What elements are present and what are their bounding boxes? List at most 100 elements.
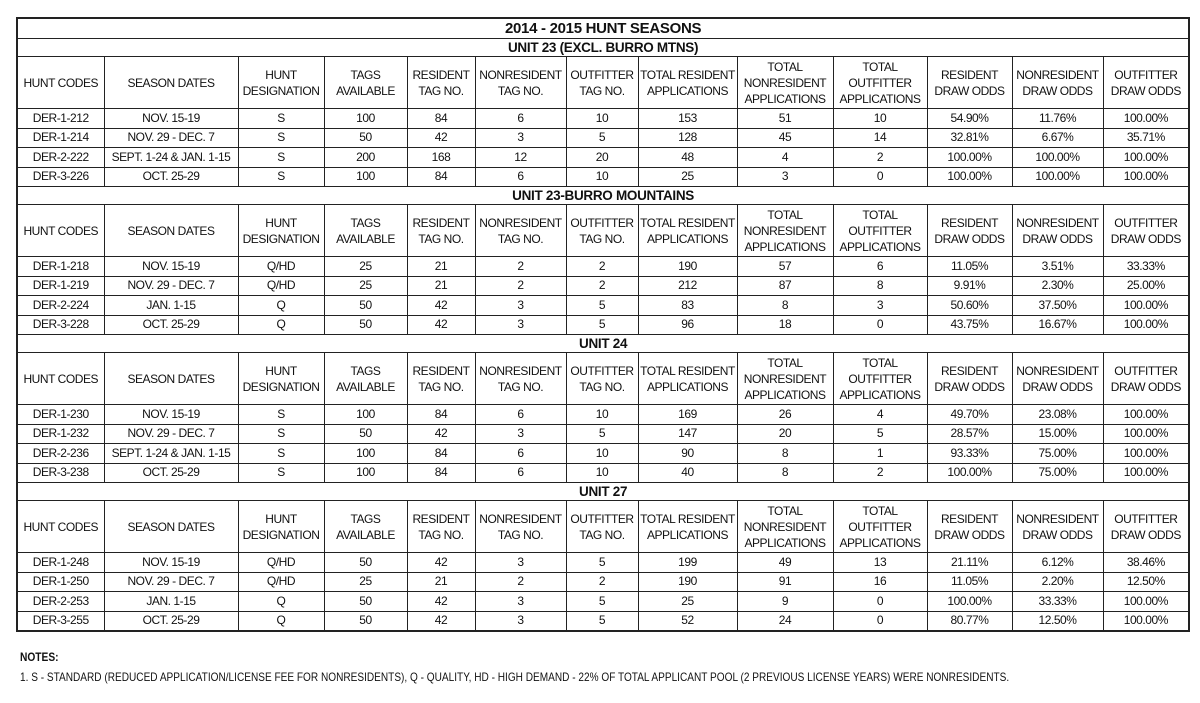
season-dates-cell: OCT. 25-29 <box>103 462 239 483</box>
hunt-code-cell: DER-2-236 <box>16 443 105 464</box>
column-header-total-outfitter-applications: TOTAL OUTFITTER APPLICATIONS <box>832 56 928 109</box>
table-row: DER-1-230 NOV. 15-19 S 100 84 6 10 169 26 4 49.70%… <box>16 404 1190 425</box>
hunt-seasons-table: 2014 - 2015 HUNT SEASONS UNIT 23 (EXCL. … <box>16 17 1191 632</box>
hunt-code-cell: DER-2-222 <box>16 147 105 168</box>
column-header-hunt-code: HUNT CODES <box>16 500 105 553</box>
hunt-code-cell: DER-1-230 <box>16 404 105 425</box>
hunt-designation-cell: Q <box>237 591 325 612</box>
resident-tag-no-cell: 42 <box>406 423 476 444</box>
resident-tag-no-cell: 84 <box>406 166 476 187</box>
nonresident-tag-no-cell: 6 <box>474 108 567 129</box>
resident-draw-odds-cell: 11.05% <box>926 256 1013 277</box>
column-header-total-resident-applications: TOTAL RESIDENT APPLICATIONS <box>637 500 738 553</box>
hunt-designation-cell: Q/HD <box>237 552 325 573</box>
total-outfitter-applications-cell: 13 <box>832 552 928 573</box>
hunt-designation-cell: S <box>237 462 325 483</box>
total-outfitter-applications-cell: 16 <box>832 571 928 592</box>
nonresident-draw-odds-cell: 2.20% <box>1011 571 1104 592</box>
outfitter-draw-odds-cell: 100.00% <box>1102 147 1190 168</box>
resident-draw-odds-cell: 100.00% <box>926 591 1013 612</box>
column-header-hunt-designation: HUNT DESIGNATION <box>237 56 325 109</box>
season-dates-cell: SEPT. 1-24 & JAN. 1-15 <box>103 147 239 168</box>
column-header-total-resident-applications: TOTAL RESIDENT APPLICATIONS <box>637 204 738 257</box>
season-dates-cell: SEPT. 1-24 & JAN. 1-15 <box>103 443 239 464</box>
nonresident-draw-odds-cell: 6.67% <box>1011 127 1104 148</box>
tags-available-cell: 25 <box>323 275 408 296</box>
total-resident-applications-cell: 169 <box>637 404 738 425</box>
total-resident-applications-cell: 90 <box>637 443 738 464</box>
total-outfitter-applications-cell: 0 <box>832 591 928 612</box>
hunt-code-cell: DER-2-224 <box>16 295 105 316</box>
resident-tag-no-cell: 42 <box>406 591 476 612</box>
table-row: DER-2-222 SEPT. 1-24 & JAN. 1-15 S 200 168 12… <box>16 147 1190 168</box>
resident-draw-odds-cell: 49.70% <box>926 404 1013 425</box>
outfitter-draw-odds-cell: 100.00% <box>1102 404 1190 425</box>
outfitter-tag-no-cell: 2 <box>565 571 639 592</box>
column-header-season-dates: SEASON DATES <box>103 204 239 257</box>
section-row: UNIT 23-BURRO MOUNTAINS <box>16 186 1190 205</box>
column-header-season-dates: SEASON DATES <box>103 56 239 109</box>
total-nonresident-applications-cell: 51 <box>736 108 834 129</box>
hunt-code-cell: DER-3-226 <box>16 166 105 187</box>
season-dates-cell: NOV. 29 - DEC. 7 <box>103 275 239 296</box>
outfitter-draw-odds-cell: 12.50% <box>1102 571 1190 592</box>
total-resident-applications-cell: 190 <box>637 256 738 277</box>
nonresident-tag-no-cell: 3 <box>474 314 567 335</box>
column-header-outfitter-tag-no: OUTFITTER TAG NO. <box>565 352 639 405</box>
hunt-code-cell: DER-1-232 <box>16 423 105 444</box>
hunt-code-cell: DER-1-248 <box>16 552 105 573</box>
hunt-code-cell: DER-3-255 <box>16 610 105 632</box>
total-nonresident-applications-cell: 91 <box>736 571 834 592</box>
hunt-designation-cell: Q <box>237 314 325 335</box>
total-nonresident-applications-cell: 57 <box>736 256 834 277</box>
nonresident-tag-no-cell: 3 <box>474 610 567 632</box>
season-dates-cell: JAN. 1-15 <box>103 295 239 316</box>
outfitter-tag-no-cell: 5 <box>565 610 639 632</box>
column-header-resident-draw-odds: RESIDENT DRAW ODDS <box>926 204 1013 257</box>
total-outfitter-applications-cell: 1 <box>832 443 928 464</box>
outfitter-draw-odds-cell: 100.00% <box>1102 295 1190 316</box>
tags-available-cell: 25 <box>323 256 408 277</box>
outfitter-tag-no-cell: 10 <box>565 166 639 187</box>
notes: NOTES: 1. S - STANDARD (REDUCED APPLICAT… <box>20 650 1198 684</box>
resident-tag-no-cell: 21 <box>406 275 476 296</box>
notes-heading: NOTES: <box>20 650 59 664</box>
outfitter-tag-no-cell: 5 <box>565 295 639 316</box>
outfitter-draw-odds-cell: 35.71% <box>1102 127 1190 148</box>
hunt-designation-cell: S <box>237 404 325 425</box>
total-outfitter-applications-cell: 8 <box>832 275 928 296</box>
resident-draw-odds-cell: 11.05% <box>926 571 1013 592</box>
resident-tag-no-cell: 168 <box>406 147 476 168</box>
hunt-code-cell: DER-1-219 <box>16 275 105 296</box>
season-dates-cell: NOV. 29 - DEC. 7 <box>103 127 239 148</box>
total-nonresident-applications-cell: 18 <box>736 314 834 335</box>
outfitter-draw-odds-cell: 38.46% <box>1102 552 1190 573</box>
table-row: DER-3-255 OCT. 25-29 Q 50 42 3 5 52 24 0 80.77% 12.… <box>16 610 1190 632</box>
column-header-resident-tag-no: RESIDENT TAG NO. <box>406 56 476 109</box>
nonresident-tag-no-cell: 6 <box>474 166 567 187</box>
outfitter-tag-no-cell: 5 <box>565 314 639 335</box>
outfitter-tag-no-cell: 5 <box>565 552 639 573</box>
nonresident-draw-odds-cell: 11.76% <box>1011 108 1104 129</box>
resident-draw-odds-cell: 100.00% <box>926 166 1013 187</box>
section-title: UNIT 24 <box>16 334 1190 353</box>
total-nonresident-applications-cell: 8 <box>736 443 834 464</box>
tags-available-cell: 100 <box>323 108 408 129</box>
resident-draw-odds-cell: 21.11% <box>926 552 1013 573</box>
section-title: UNIT 27 <box>16 482 1190 501</box>
nonresident-draw-odds-cell: 75.00% <box>1011 443 1104 464</box>
hunt-code-cell: DER-3-238 <box>16 462 105 483</box>
section-row: UNIT 27 <box>16 482 1190 501</box>
resident-tag-no-cell: 42 <box>406 314 476 335</box>
season-dates-cell: NOV. 15-19 <box>103 552 239 573</box>
resident-draw-odds-cell: 100.00% <box>926 462 1013 483</box>
outfitter-draw-odds-cell: 100.00% <box>1102 443 1190 464</box>
total-resident-applications-cell: 25 <box>637 166 738 187</box>
nonresident-draw-odds-cell: 16.67% <box>1011 314 1104 335</box>
resident-draw-odds-cell: 80.77% <box>926 610 1013 632</box>
outfitter-draw-odds-cell: 100.00% <box>1102 166 1190 187</box>
tags-available-cell: 50 <box>323 314 408 335</box>
tags-available-cell: 50 <box>323 591 408 612</box>
table-row: DER-1-232 NOV. 29 - DEC. 7 S 50 42 3 5 147 20 5 28… <box>16 423 1190 444</box>
nonresident-draw-odds-cell: 2.30% <box>1011 275 1104 296</box>
